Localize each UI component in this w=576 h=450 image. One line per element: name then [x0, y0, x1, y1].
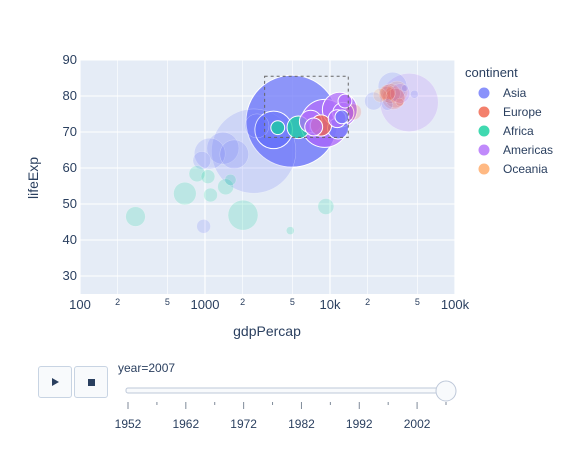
x-tick-label: 2 — [365, 297, 370, 307]
bubble-asia[interactable] — [410, 89, 419, 99]
x-axis-title: gdpPercap — [233, 323, 301, 339]
bubble-asia[interactable] — [196, 219, 211, 234]
bubble-oceania[interactable] — [386, 80, 408, 103]
stop-icon — [87, 378, 95, 386]
bubble-africa[interactable] — [125, 206, 146, 227]
scatter-plot[interactable]: 100 2 5 1000 2 5 10k 2 5 100k 30 40 50 60 70 80 90 gdpP… — [0, 0, 576, 350]
x-axis-ticks: 100 2 5 1000 2 5 10k 2 5 100k — [69, 297, 469, 312]
stop-button[interactable] — [74, 366, 108, 398]
legend-item-label[interactable]: Oceania — [503, 162, 548, 176]
x-tick-label: 2 — [240, 297, 245, 307]
legend-item-label[interactable]: Americas — [503, 143, 553, 157]
bubble-asia[interactable] — [377, 71, 408, 102]
legend-marker[interactable] — [478, 125, 490, 137]
bubble-asia[interactable] — [364, 91, 383, 111]
bubble-asia[interactable] — [193, 137, 226, 170]
bubble-africa[interactable] — [270, 120, 286, 136]
slider-labels: 1952 1962 1972 1982 1992 2002 — [115, 417, 431, 431]
bubble-americas[interactable] — [337, 93, 353, 109]
bubble-africa[interactable] — [200, 169, 216, 184]
bubble-africa[interactable] — [224, 173, 237, 186]
legend-item-label[interactable]: Asia — [503, 86, 527, 100]
bubble-asia[interactable] — [381, 98, 394, 111]
bubble-asia[interactable] — [192, 151, 212, 170]
legend-title: continent — [465, 65, 518, 80]
slider-ticks — [127, 402, 447, 409]
y-tick-label: 80 — [63, 88, 77, 103]
x-tick-label: 100 — [69, 297, 91, 312]
bubble-oceania[interactable] — [372, 88, 388, 103]
y-tick-label: 60 — [63, 160, 77, 175]
slider-current-value: year=2007 — [118, 361, 175, 375]
slider-handle[interactable] — [435, 380, 457, 402]
y-tick-label: 40 — [63, 232, 77, 247]
play-button[interactable] — [38, 366, 72, 398]
slider-rail[interactable] — [125, 387, 449, 394]
legend: continent Asia Europe Africa Americas Oceani… — [465, 65, 553, 176]
y-axis-title: lifeExp — [25, 157, 41, 199]
slider-year-label[interactable]: 1972 — [230, 417, 257, 431]
legend-marker[interactable] — [478, 106, 490, 118]
bubble-europe[interactable] — [385, 88, 406, 109]
bubble-europe[interactable] — [381, 86, 405, 110]
bubble-europe[interactable] — [379, 84, 396, 102]
bubbles-layer — [125, 71, 439, 235]
y-tick-label: 90 — [63, 52, 77, 67]
x-tick-label: 2 — [115, 297, 120, 307]
slider-year-label[interactable]: 1962 — [172, 417, 199, 431]
slider-year-label[interactable]: 2002 — [404, 417, 431, 431]
bubble-americas[interactable] — [389, 83, 411, 104]
slider-year-label[interactable]: 1992 — [346, 417, 373, 431]
bubble-africa[interactable] — [173, 181, 197, 206]
y-axis-ticks: 30 40 50 60 70 80 90 — [63, 52, 77, 283]
legend-item-label[interactable]: Africa — [503, 124, 534, 138]
legend-item-label[interactable]: Europe — [503, 105, 542, 119]
bubble-europe[interactable] — [378, 85, 396, 103]
x-tick-label: 100k — [441, 297, 470, 312]
y-tick-label: 50 — [63, 196, 77, 211]
animation-slider[interactable]: year=2007 1952 1962 1972 1982 1992 2002 — [0, 350, 576, 450]
bubble-africa[interactable] — [286, 226, 295, 235]
bubble-americas[interactable] — [379, 73, 439, 132]
legend-marker[interactable] — [478, 87, 490, 99]
play-icon — [52, 378, 59, 386]
bubble-asia[interactable] — [244, 113, 270, 139]
x-tick-label: 1000 — [191, 297, 220, 312]
x-tick-label: 10k — [320, 297, 341, 312]
y-tick-label: 30 — [63, 268, 77, 283]
x-tick-label: 5 — [415, 297, 420, 307]
bubble-asia[interactable] — [334, 109, 350, 125]
bubble-americas[interactable] — [304, 117, 324, 137]
bubble-asia[interactable] — [401, 84, 409, 92]
bubble-africa[interactable] — [217, 178, 234, 195]
bubble-europe[interactable] — [380, 83, 401, 104]
bubble-asia[interactable] — [206, 131, 240, 165]
bubble-asia[interactable] — [219, 139, 249, 169]
x-tick-label: 5 — [165, 297, 170, 307]
bubble-europe[interactable] — [395, 97, 405, 107]
legend-marker[interactable] — [478, 163, 490, 175]
slider-year-label[interactable]: 1982 — [288, 417, 315, 431]
x-tick-label: 5 — [290, 297, 295, 307]
bubble-africa[interactable] — [227, 199, 259, 231]
y-tick-label: 70 — [63, 124, 77, 139]
legend-marker[interactable] — [478, 144, 490, 156]
bubble-africa[interactable] — [317, 198, 335, 215]
selection-box[interactable] — [264, 75, 349, 138]
bubble-africa[interactable] — [203, 187, 218, 203]
slider-year-label[interactable]: 1952 — [115, 417, 142, 431]
bubble-africa[interactable] — [188, 165, 206, 183]
